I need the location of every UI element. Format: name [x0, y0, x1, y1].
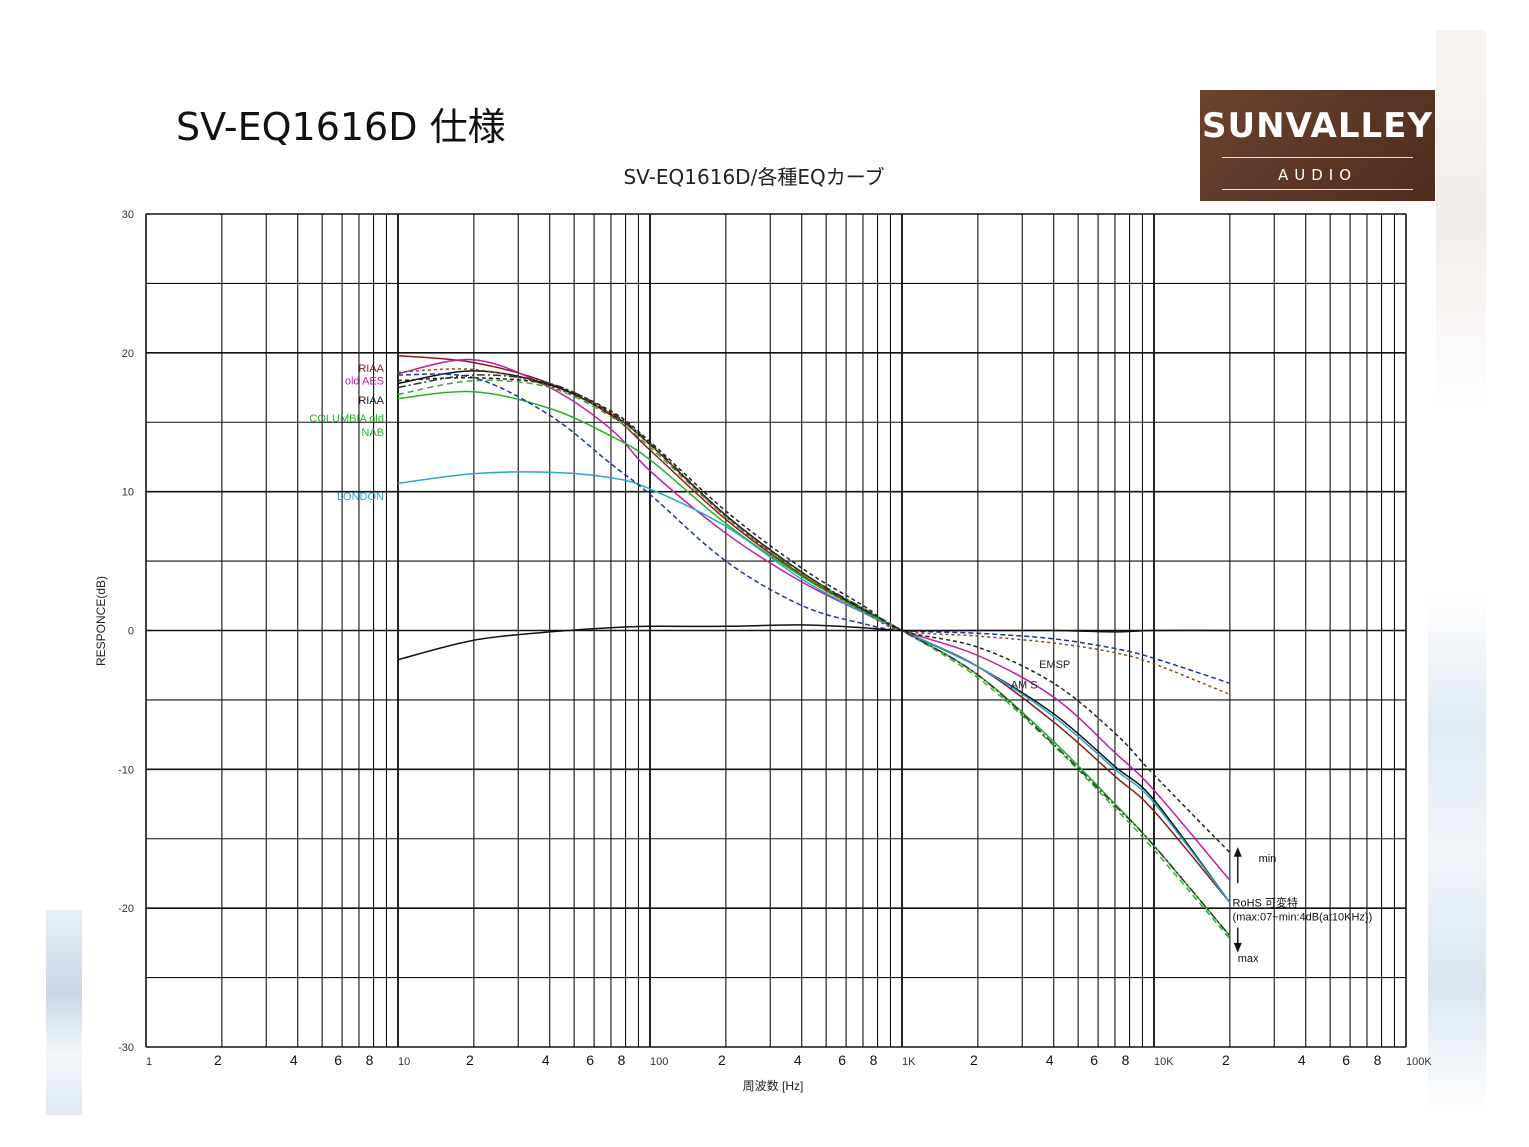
x-tick-label: 8	[618, 1052, 626, 1068]
logo-divider-top	[1222, 157, 1413, 158]
annotation-label: (max:07~min:4dB(at10KHz))	[1233, 911, 1373, 923]
x-tick-label: 2	[1222, 1052, 1230, 1068]
background-decoration-right-top	[1436, 30, 1486, 410]
series-line-columbia-old-3	[397, 390, 1231, 937]
x-tick-label: 8	[870, 1052, 878, 1068]
series-line-london-5	[397, 471, 1231, 904]
series-line-curve-9	[397, 374, 1231, 937]
page-title: SV-EQ1616D 仕様	[176, 105, 506, 149]
logo-main-text: SUNVALLEY	[1201, 106, 1434, 146]
series-line-nab-4	[397, 379, 1231, 940]
y-tick-label: -30	[118, 1042, 134, 1054]
x-tick-label: 100K	[1406, 1056, 1432, 1068]
x-tick-label: 10K	[1154, 1056, 1174, 1068]
chart-series-group	[397, 354, 1231, 940]
x-tick-label: 4	[1298, 1052, 1306, 1068]
y-tick-label: -10	[118, 764, 134, 776]
x-tick-label: 1K	[902, 1056, 916, 1068]
x-tick-label: 10	[398, 1056, 410, 1068]
x-tick-label: 6	[1090, 1052, 1098, 1068]
sunvalley-logo: SUNVALLEY AUDIO	[1200, 90, 1435, 201]
annotation-label: RIAA	[358, 395, 384, 407]
chart-title: SV-EQ1616D/各種EQカーブ	[623, 165, 884, 189]
series-line-curve-6	[397, 373, 1231, 685]
series-line-old-aes-1	[397, 358, 1231, 881]
annotation-label: RIAA	[358, 363, 384, 375]
y-tick-label: 20	[122, 348, 134, 360]
x-tick-label: 2	[214, 1052, 222, 1068]
x-tick-label: 2	[466, 1052, 474, 1068]
annotation-label: AM S	[1011, 680, 1038, 692]
annotation-label: LONDON	[337, 491, 384, 503]
x-tick-label: 2	[718, 1052, 726, 1068]
background-decoration-left	[46, 910, 82, 1115]
background-decoration-right	[1428, 595, 1486, 1115]
x-tick-label: 4	[542, 1052, 550, 1068]
x-tick-label: 1	[146, 1056, 152, 1068]
annotation-label: max	[1238, 953, 1259, 965]
series-line-riaa-0	[397, 354, 1231, 904]
series-line-curve-8	[397, 376, 1231, 854]
series-line-riaa-2	[397, 370, 1231, 904]
annotation-label: COLUMBIA old	[309, 413, 384, 425]
logo-divider-bottom	[1222, 189, 1413, 190]
y-tick-label: 10	[122, 487, 134, 499]
x-tick-label: 4	[1046, 1052, 1054, 1068]
x-tick-label: 4	[290, 1052, 298, 1068]
annotation-label: min	[1259, 853, 1277, 865]
annotation-label: old AES	[345, 376, 384, 388]
min-max-arrows	[1233, 847, 1242, 953]
annotation-label: RoHS 可変特	[1233, 896, 1298, 910]
chart-grid	[145, 213, 1407, 1048]
x-tick-label: 6	[586, 1052, 594, 1068]
series-line-curve-7	[397, 368, 1231, 696]
x-tick-label: 100	[650, 1056, 668, 1068]
y-axis-ticks: 30 20 10 0 -10 -20 -30	[118, 209, 134, 1054]
x-axis-label: 周波数 [Hz]	[743, 1078, 804, 1093]
logo-sub-text: AUDIO	[1277, 166, 1358, 184]
max-arrowhead-icon	[1233, 942, 1242, 953]
y-axis-label: RESPONCE(dB)	[94, 576, 108, 666]
annotation-label: NAB	[361, 427, 384, 439]
y-tick-label: -20	[118, 903, 134, 915]
x-tick-label: 2	[970, 1052, 978, 1068]
x-tick-label: 6	[334, 1052, 342, 1068]
x-tick-label: 8	[366, 1052, 374, 1068]
x-tick-label: 8	[1122, 1052, 1130, 1068]
y-tick-label: 30	[122, 209, 134, 221]
y-tick-label: 0	[128, 626, 134, 638]
x-tick-label: 6	[838, 1052, 846, 1068]
annotation-label: EMSP	[1039, 659, 1070, 671]
x-axis-ticks: 1 2 4 6 8 10 2 4 6 8 100 2 4 6 8 1K 2 4 6 8 10K 2 4 6 8 100K	[146, 1052, 1432, 1068]
min-arrowhead-icon	[1233, 847, 1242, 857]
x-tick-label: 6	[1342, 1052, 1350, 1068]
series-line-curve-10	[397, 624, 1230, 661]
x-tick-label: 8	[1374, 1052, 1382, 1068]
x-tick-label: 4	[794, 1052, 802, 1068]
